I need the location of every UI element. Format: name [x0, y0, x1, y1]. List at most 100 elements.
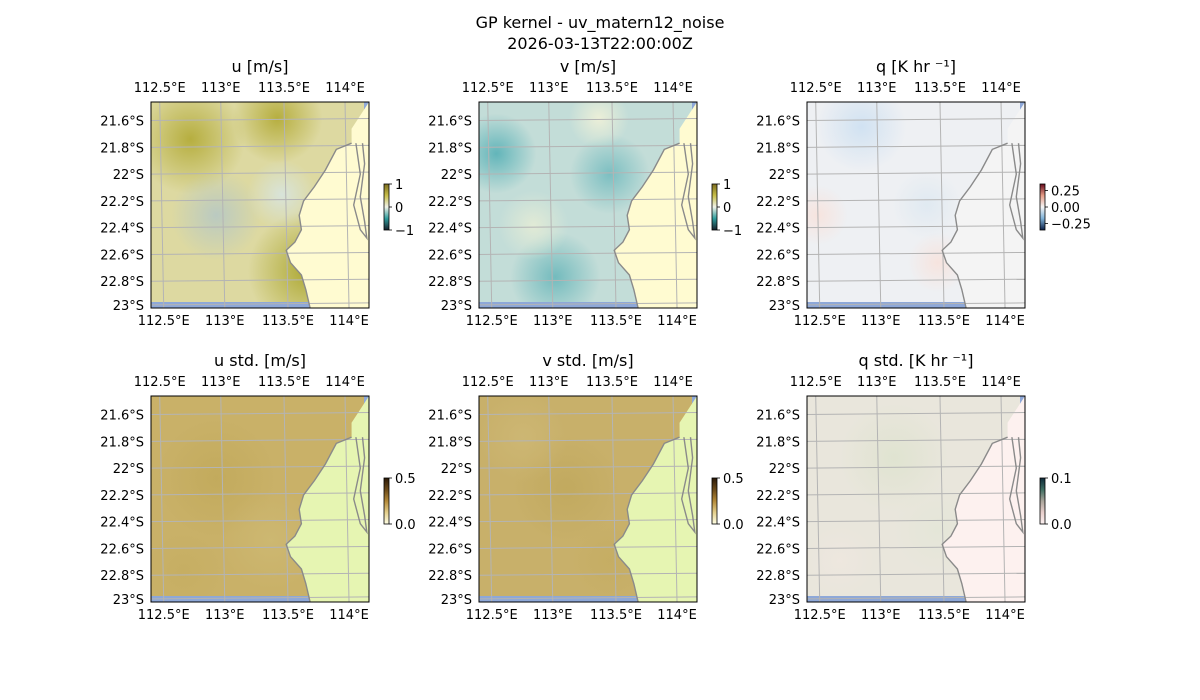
- y-tick-label: 21.6°S: [428, 409, 472, 424]
- panel-q_std: q std. [K hr ⁻¹] 112.5°E 112.5°E 113°E 113°E…: [756, 351, 1071, 623]
- y-tick-label: 22.2°S: [100, 489, 144, 504]
- gridline-parallel: [479, 572, 697, 576]
- y-tick-label: 22.2°S: [428, 489, 472, 504]
- colorbar: [711, 183, 718, 231]
- x-tick-label-top: 113.5°E: [586, 81, 638, 96]
- gridline-meridian: [876, 102, 882, 308]
- coastline: [285, 436, 352, 602]
- gridline-parallel: [479, 545, 697, 549]
- x-tick-label-top: 112.5°E: [790, 375, 842, 390]
- map-area: [151, 396, 369, 602]
- y-tick-label: 22°S: [441, 168, 472, 183]
- gridline-parallel: [807, 596, 1025, 600]
- x-tick-label-bottom: 113°E: [205, 314, 245, 329]
- y-tick-label: 21.6°S: [756, 409, 800, 424]
- field-blob: [232, 102, 323, 164]
- colorbar-tick-label: 0.5: [723, 472, 744, 487]
- gridline-parallel: [151, 225, 369, 229]
- y-tick-label: 22.2°S: [100, 195, 144, 210]
- gridline-parallel: [479, 171, 697, 175]
- coastline-peninsula: [1008, 143, 1024, 241]
- gridline-parallel: [151, 545, 369, 549]
- y-tick-label: 21.8°S: [100, 141, 144, 156]
- x-tick-label-bottom: 114°E: [329, 314, 369, 329]
- field-blob: [891, 170, 962, 240]
- gridline-parallel: [807, 198, 1025, 202]
- y-tick-label: 21.8°S: [428, 141, 472, 156]
- y-tick-label: 22°S: [113, 462, 144, 477]
- y-tick-label: 21.8°S: [756, 435, 800, 450]
- gridline-parallel: [807, 572, 1025, 576]
- x-tick-label-bottom: 112.5°E: [138, 314, 190, 329]
- panel-frame: [806, 395, 1026, 603]
- x-tick-label-bottom: 113°E: [861, 314, 901, 329]
- panel-frame: [478, 395, 698, 603]
- gridline-meridian: [487, 102, 493, 308]
- y-tick-label: 23°S: [113, 593, 144, 608]
- gridline-parallel: [479, 596, 697, 600]
- x-tick-label-bottom: 113°E: [205, 608, 245, 623]
- gridline-parallel: [807, 118, 1025, 122]
- y-tick-label: 22.4°S: [756, 516, 800, 531]
- map-area: [479, 102, 697, 308]
- ocean-edge-bottom: [807, 596, 971, 602]
- x-tick-label-bottom: 112.5°E: [794, 314, 846, 329]
- gridline-meridian: [1000, 102, 1006, 308]
- coastline-peninsula: [1008, 437, 1024, 535]
- x-tick-label-bottom: 113.5°E: [918, 608, 970, 623]
- gridline-parallel: [479, 492, 697, 496]
- x-tick-label-top: 112.5°E: [790, 81, 842, 96]
- gridline-meridian: [283, 102, 289, 308]
- gridline-meridian: [159, 102, 165, 308]
- ocean-edge-bottom: [479, 302, 643, 308]
- colorbar: [383, 183, 390, 231]
- x-tick-label-top: 113°E: [529, 375, 569, 390]
- panel-title: q [K hr ⁻¹]: [876, 57, 956, 76]
- gridline-parallel: [807, 492, 1025, 496]
- panel-title: q std. [K hr ⁻¹]: [859, 351, 974, 370]
- x-tick-label-top: 113.5°E: [586, 375, 638, 390]
- colorbar-tick-label: 0.0: [395, 518, 416, 533]
- gridline-parallel: [479, 302, 697, 306]
- y-tick-label: 22.8°S: [756, 275, 800, 290]
- y-tick-label: 22.8°S: [428, 569, 472, 584]
- y-tick-label: 21.8°S: [100, 435, 144, 450]
- y-tick-label: 23°S: [441, 593, 472, 608]
- y-tick-label: 21.6°S: [756, 115, 800, 130]
- gridline-meridian: [815, 102, 821, 308]
- panel-v: v [m/s]112.5°E112.5°E113°E113°E113.5°E11…: [428, 57, 742, 329]
- x-tick-label-top: 114°E: [653, 375, 693, 390]
- panel-title: v std. [m/s]: [542, 351, 633, 370]
- y-tick-label: 21.8°S: [756, 141, 800, 156]
- gridline-parallel: [807, 302, 1025, 306]
- colorbar-tick-label: 1: [723, 178, 731, 193]
- x-tick-label-bottom: 113.5°E: [262, 608, 314, 623]
- x-tick-label-top: 112.5°E: [462, 375, 514, 390]
- x-tick-label-top: 113°E: [857, 375, 897, 390]
- gridline-parallel: [807, 278, 1025, 282]
- x-tick-label-top: 113°E: [857, 81, 897, 96]
- field-blob: [569, 134, 650, 215]
- gridline-parallel: [479, 465, 697, 469]
- gridline-parallel: [807, 225, 1025, 229]
- gridline-meridian: [611, 102, 617, 308]
- panel-frame: [150, 395, 370, 603]
- gridline-parallel: [807, 545, 1025, 549]
- x-tick-label-top: 113°E: [201, 375, 241, 390]
- colorbar-tick-label: 0.25: [1051, 185, 1080, 200]
- panel-title: v [m/s]: [560, 57, 616, 76]
- y-tick-label: 23°S: [441, 299, 472, 314]
- x-tick-label-bottom: 112.5°E: [138, 608, 190, 623]
- y-tick-label: 22.6°S: [100, 248, 144, 263]
- field-blob: [171, 170, 262, 261]
- x-tick-label-bottom: 114°E: [985, 314, 1025, 329]
- y-tick-label: 23°S: [113, 299, 144, 314]
- x-tick-label-bottom: 113°E: [861, 608, 901, 623]
- y-tick-label: 22.8°S: [756, 569, 800, 584]
- ocean-edge-bottom: [807, 302, 971, 308]
- map-area: [479, 396, 697, 602]
- y-tick-label: 22.2°S: [756, 489, 800, 504]
- x-tick-label-bottom: 114°E: [329, 608, 369, 623]
- gridline-parallel: [479, 438, 697, 442]
